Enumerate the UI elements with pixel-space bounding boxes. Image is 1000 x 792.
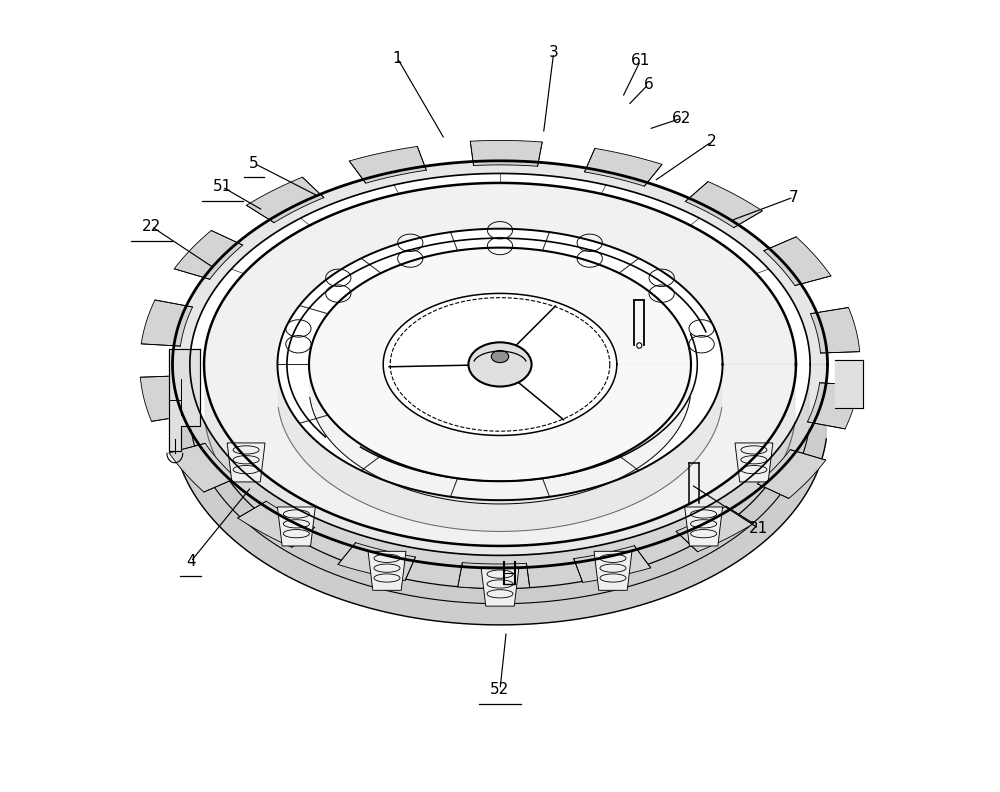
Polygon shape: [764, 237, 831, 286]
Text: 62: 62: [672, 111, 691, 126]
Text: 3: 3: [549, 45, 559, 60]
Polygon shape: [835, 360, 863, 408]
Polygon shape: [169, 348, 200, 451]
Text: 22: 22: [142, 219, 161, 234]
Text: 52: 52: [490, 682, 510, 697]
Ellipse shape: [491, 351, 509, 363]
Polygon shape: [310, 375, 690, 504]
Polygon shape: [169, 444, 236, 492]
Polygon shape: [246, 177, 324, 223]
Polygon shape: [141, 300, 193, 346]
Polygon shape: [757, 450, 826, 498]
Text: 61: 61: [631, 53, 650, 68]
Polygon shape: [278, 376, 722, 531]
Text: 51: 51: [213, 179, 232, 194]
Polygon shape: [174, 230, 243, 280]
Text: 1: 1: [393, 51, 402, 66]
Text: 4: 4: [186, 554, 195, 569]
Polygon shape: [140, 376, 190, 421]
Text: 6: 6: [643, 77, 653, 92]
Polygon shape: [458, 562, 530, 588]
Ellipse shape: [637, 343, 642, 348]
Polygon shape: [191, 381, 809, 604]
Polygon shape: [172, 161, 828, 568]
Polygon shape: [205, 380, 795, 588]
Polygon shape: [735, 443, 773, 482]
Text: 2: 2: [707, 135, 716, 150]
Polygon shape: [238, 501, 315, 547]
Text: 7: 7: [789, 189, 798, 204]
Polygon shape: [685, 181, 762, 227]
Polygon shape: [676, 506, 754, 552]
Polygon shape: [277, 507, 315, 546]
Polygon shape: [309, 248, 691, 482]
Polygon shape: [338, 543, 415, 581]
Polygon shape: [368, 551, 406, 590]
Polygon shape: [470, 140, 542, 166]
Ellipse shape: [468, 342, 532, 386]
Polygon shape: [810, 307, 860, 353]
Text: 21: 21: [749, 521, 768, 536]
Polygon shape: [594, 551, 632, 590]
Polygon shape: [204, 183, 796, 546]
Text: 5: 5: [249, 156, 259, 171]
Polygon shape: [807, 383, 859, 429]
Polygon shape: [349, 147, 426, 183]
Polygon shape: [481, 567, 519, 606]
Polygon shape: [585, 148, 662, 186]
Polygon shape: [172, 161, 828, 568]
Polygon shape: [227, 443, 265, 482]
Polygon shape: [685, 507, 723, 546]
Polygon shape: [174, 383, 826, 625]
Polygon shape: [574, 546, 651, 582]
